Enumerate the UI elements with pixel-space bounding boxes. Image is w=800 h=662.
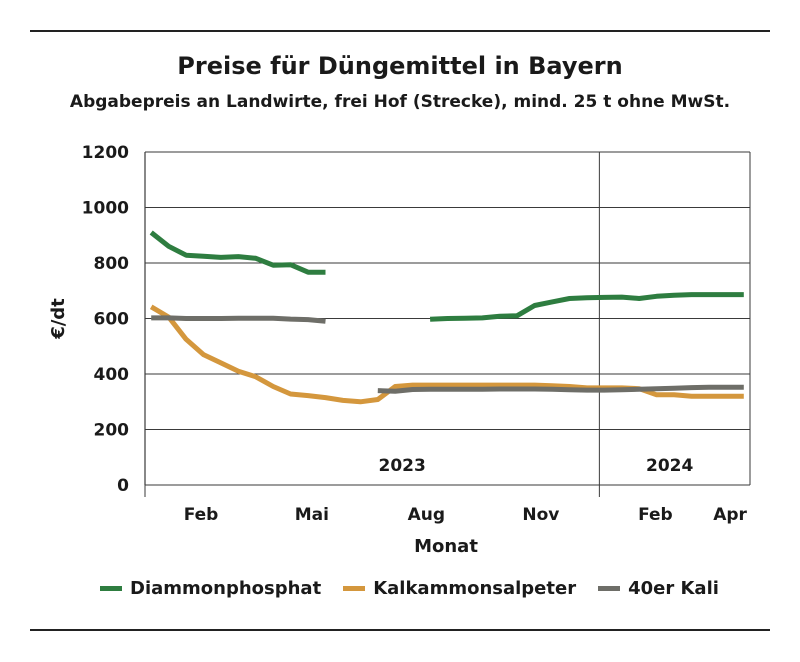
series-line-40er-kali: [151, 315, 326, 324]
series-line-diammonphosphat: [429, 292, 744, 322]
legend-item-kalkammonsalpeter: Kalkammonsalpeter: [343, 578, 576, 599]
chart-subtitle: Abgabepreis an Landwirte, frei Hof (Stre…: [69, 92, 731, 112]
y-tick-label: 400: [94, 365, 130, 385]
x-axis-title: Monat: [414, 536, 478, 557]
year-label: 2023: [379, 456, 426, 476]
x-tick-label: Feb: [184, 505, 219, 525]
legend-label: 40er Kali: [628, 578, 719, 599]
legend-label: Kalkammonsalpeter: [373, 578, 577, 599]
y-tick-label: 1200: [82, 143, 129, 163]
y-axis-title: €/dt: [48, 298, 69, 340]
y-tick-label: 600: [94, 310, 130, 330]
y-tick-label: 1000: [82, 199, 129, 219]
year-label: 2024: [646, 456, 693, 476]
legend: Diammonphosphat Kalkammonsalpeter 40er K…: [100, 578, 741, 599]
series-line-40er-kali: [377, 384, 744, 394]
x-tick-label: Aug: [408, 505, 445, 525]
legend-swatch: [100, 586, 122, 591]
x-tick-label: Nov: [522, 505, 559, 525]
legend-swatch: [598, 586, 621, 591]
bottom-rule: [30, 629, 770, 631]
x-tick-label: Feb: [638, 505, 673, 525]
y-tick-label: 0: [117, 476, 129, 496]
x-tick-label: Apr: [713, 505, 747, 525]
y-tick-label: 200: [94, 421, 130, 441]
legend-item-40er-kali: 40er Kali: [598, 578, 719, 599]
legend-label: Diammonphosphat: [130, 578, 322, 599]
y-tick-label: 800: [94, 254, 130, 274]
x-tick-label: Mai: [295, 505, 329, 525]
legend-item-diammonphosphat: Diammonphosphat: [100, 578, 321, 599]
top-rule: [30, 30, 770, 32]
series-line-diammonphosphat: [149, 230, 326, 275]
legend-swatch: [343, 586, 366, 591]
chart-title: Preise für Düngemittel in Bayern: [177, 52, 623, 80]
